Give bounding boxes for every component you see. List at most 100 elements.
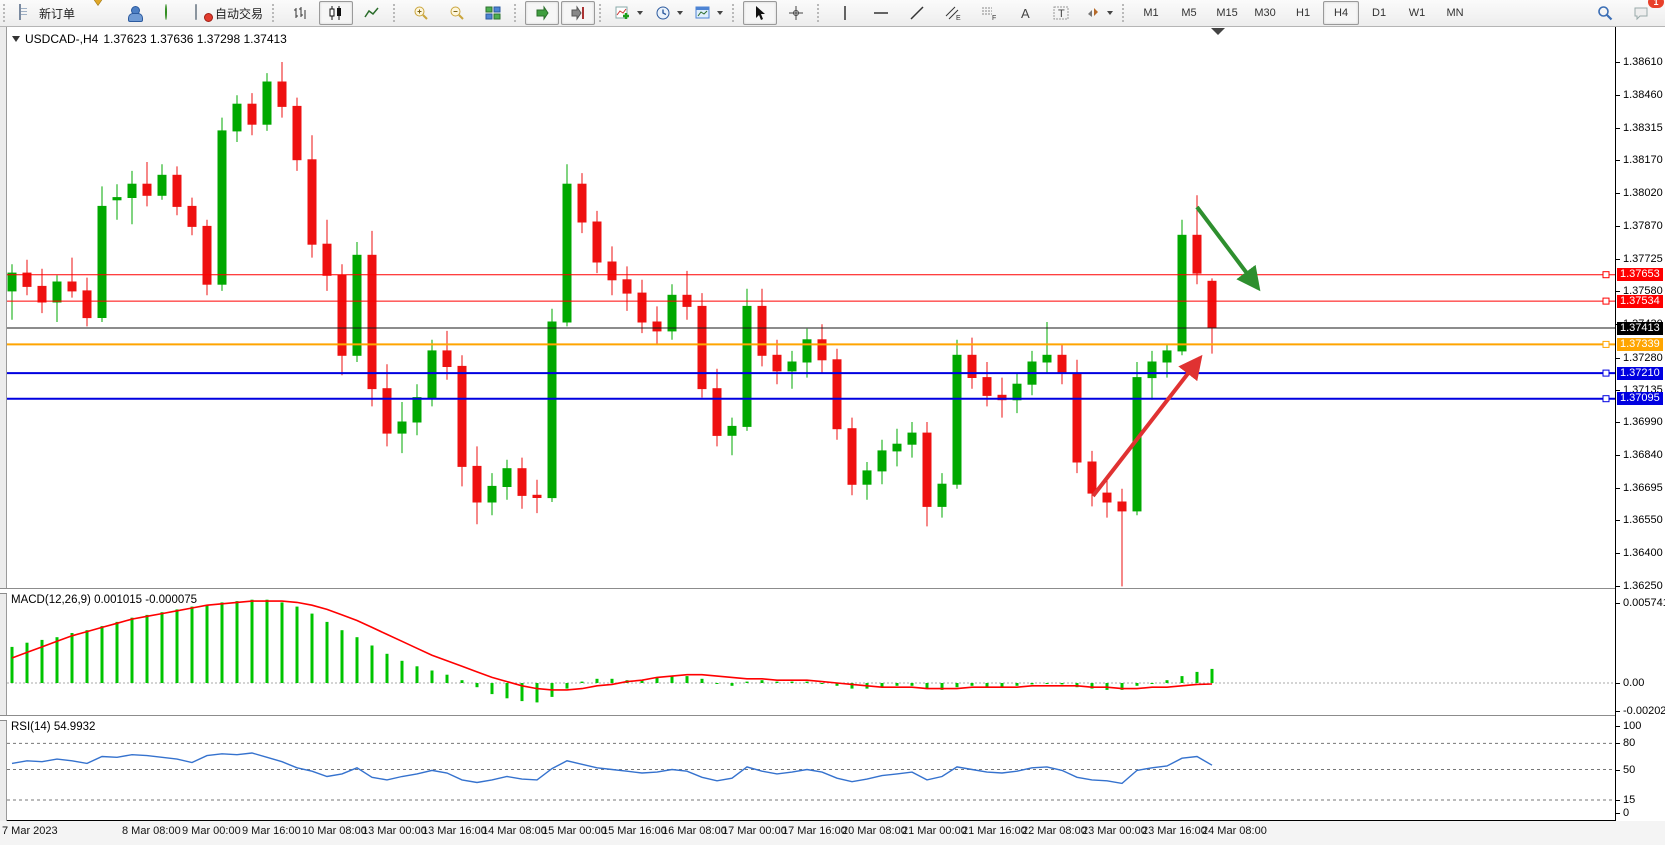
macd-histogram-bar <box>580 681 584 683</box>
accounts-button[interactable] <box>118 1 152 25</box>
chart-shift-button[interactable] <box>561 1 596 25</box>
new-order-button[interactable]: 新订单 <box>14 1 80 25</box>
zoom-in-button[interactable] <box>404 1 438 25</box>
timeframe-h4[interactable]: H4 <box>1323 1 1360 25</box>
macd-histogram-bar <box>640 680 644 683</box>
channel-button[interactable]: E <box>936 1 970 25</box>
bull-candle <box>262 81 272 125</box>
macd-tick-label: 0.005741 <box>1623 597 1665 609</box>
periods-button[interactable] <box>650 1 688 25</box>
trendline-button[interactable] <box>900 1 934 25</box>
notifications-button[interactable]: 1 <box>1624 0 1664 25</box>
bear-candle <box>37 285 47 303</box>
timeframe-h1[interactable]: H1 <box>1285 1 1321 25</box>
bar-chart-button[interactable] <box>283 1 317 25</box>
zoom-out-button[interactable] <box>440 1 474 25</box>
rsi-tick-label: 100 <box>1623 720 1642 732</box>
macd-histogram-bar <box>190 606 194 683</box>
auto-scroll-button[interactable] <box>525 1 560 25</box>
new-order-icon <box>19 4 35 21</box>
svg-text:A: A <box>1021 6 1030 21</box>
axis-tick <box>1616 455 1620 456</box>
candlestick-chart-icon <box>328 5 344 21</box>
macd-histogram-bar <box>790 681 794 683</box>
crosshair-button[interactable] <box>779 1 813 25</box>
macd-histogram-bar <box>940 683 944 690</box>
macd-histogram-bar <box>670 676 674 683</box>
time-axis[interactable]: 7 Mar 2023 8 Mar 08:00 9 Mar 00:00 9 Mar 16… <box>0 821 1665 845</box>
red-up-arrow <box>1091 354 1203 498</box>
timeframe-m1[interactable]: M1 <box>1133 1 1169 25</box>
price-axis[interactable]: 1.38610 1.38460 1.38315 1.38170 1.38020 1.378… <box>1616 27 1665 820</box>
dropdown-caret <box>637 11 644 15</box>
bear-candle <box>622 279 632 294</box>
notification-badge: 1 <box>1648 0 1664 8</box>
price-line-label: 1.37534 <box>1617 295 1663 308</box>
timeframe-mn[interactable]: MN <box>1437 1 1473 25</box>
timeframe-m30[interactable]: M30 <box>1247 1 1283 25</box>
macd-histogram-bar <box>610 678 614 683</box>
fibonacci-button[interactable]: F <box>972 1 1006 25</box>
bull-candle <box>427 350 437 399</box>
date-label: 21 Mar 16:00 <box>962 825 1027 837</box>
vertical-line-icon <box>837 5 853 21</box>
date-label: 17 Mar 16:00 <box>782 825 847 837</box>
main-chart-canvas[interactable] <box>7 28 1615 588</box>
bear-candle <box>1192 234 1202 274</box>
axis-tick <box>1616 128 1620 129</box>
signal-icon <box>163 4 179 21</box>
timeframe-m15[interactable]: M15 <box>1209 1 1245 25</box>
signal-button[interactable] <box>154 1 188 25</box>
candlestick-chart-button[interactable] <box>319 1 354 25</box>
line-handle <box>1602 271 1610 279</box>
macd-signal-line <box>11 600 1213 691</box>
vertical-line-button[interactable] <box>828 1 862 25</box>
market-depth-button[interactable] <box>82 0 116 25</box>
axis-tick <box>1616 160 1620 161</box>
price-tick-label: 1.36840 <box>1623 449 1663 461</box>
search-button[interactable] <box>1588 1 1622 25</box>
toolbar-grip <box>599 4 606 22</box>
price-tick-label: 1.36250 <box>1623 580 1663 592</box>
templates-button[interactable] <box>690 1 728 25</box>
line-chart-button[interactable] <box>355 1 389 25</box>
timeframe-w1[interactable]: W1 <box>1399 1 1435 25</box>
macd-pane-canvas[interactable] <box>7 592 1615 715</box>
auto-trading-button[interactable]: 自动交易 <box>190 1 268 25</box>
timeframe-label: M15 <box>1216 7 1238 19</box>
timeframe-label: M1 <box>1143 7 1159 19</box>
date-label: 16 Mar 08:00 <box>662 825 727 837</box>
bear-candle <box>1117 501 1127 512</box>
macd-histogram-bar <box>880 683 884 688</box>
indicators-button[interactable] <box>610 1 648 25</box>
macd-histogram-bar <box>445 674 449 683</box>
bear-candle <box>712 388 722 436</box>
timeframe-d1[interactable]: D1 <box>1361 1 1397 25</box>
macd-histogram-bar <box>565 683 569 689</box>
macd-histogram-bar <box>40 639 44 683</box>
date-label: 24 Mar 08:00 <box>1202 825 1267 837</box>
bull-candle <box>52 281 62 303</box>
timeframe-m5[interactable]: M5 <box>1171 1 1207 25</box>
macd-histogram-bar <box>100 626 104 683</box>
text-button[interactable]: A <box>1008 1 1042 25</box>
text-label-button[interactable]: T <box>1044 1 1078 25</box>
axis-tick <box>1616 683 1620 684</box>
macd-histogram-bar <box>145 614 149 683</box>
horizontal-line-button[interactable] <box>864 1 898 25</box>
bull-candle <box>727 425 737 436</box>
tile-windows-button[interactable] <box>476 1 510 25</box>
window-splitter[interactable] <box>0 27 7 845</box>
bear-candle <box>697 305 707 390</box>
bull-candle <box>412 397 422 423</box>
price-tick-label: 1.38460 <box>1623 89 1663 101</box>
shapes-button[interactable] <box>1080 1 1118 25</box>
chart-menu-icon[interactable] <box>12 36 20 42</box>
macd-histogram-bar <box>850 683 854 689</box>
axis-tick <box>1616 800 1620 801</box>
bear-candle <box>442 350 452 367</box>
axis-tick <box>1616 390 1620 391</box>
rsi-pane-canvas[interactable] <box>7 719 1615 820</box>
macd-histogram-bar <box>1060 683 1064 685</box>
cursor-button[interactable] <box>743 1 778 25</box>
